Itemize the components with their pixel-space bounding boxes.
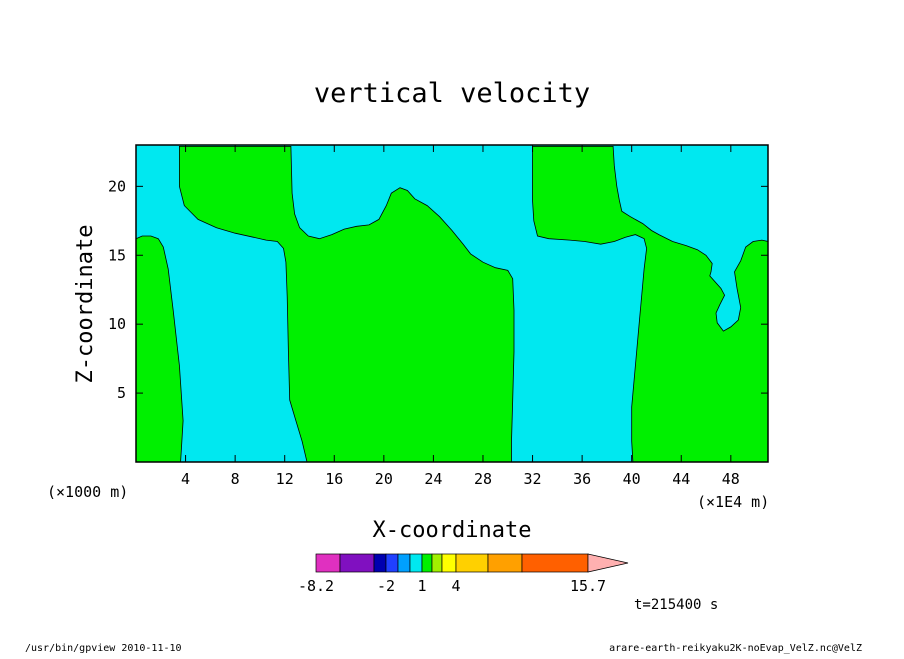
x-tick-label: 20 — [375, 470, 393, 488]
colorbar-swatch — [409, 553, 423, 573]
x-tick-label: 36 — [573, 470, 591, 488]
footer-right: arare-earth-reikyaku2K-noEvap_VelZ.nc@Ve… — [609, 643, 862, 654]
updraft-region-1 — [135, 235, 184, 463]
colorbar-swatch — [487, 553, 523, 573]
x-tick-label: 48 — [722, 470, 740, 488]
colorbar-swatch — [339, 553, 375, 573]
x-tick-label: 40 — [623, 470, 641, 488]
chart-title: vertical velocity — [314, 78, 590, 109]
colorbar-swatch — [385, 553, 399, 573]
x-tick-label: 16 — [325, 470, 343, 488]
colorbar-swatch — [315, 553, 341, 573]
x-tick-label: 44 — [672, 470, 690, 488]
colorbar-swatch — [441, 553, 457, 573]
colorbar-label: -8.2 — [298, 577, 334, 595]
colorbar-swatch — [431, 553, 443, 573]
x-tick-label: 24 — [424, 470, 442, 488]
colorbar-label: 4 — [451, 577, 460, 595]
updraft-region-2 — [179, 146, 515, 463]
x-tick-label: 12 — [276, 470, 294, 488]
y-axis-label: Z-coordinate — [73, 225, 98, 384]
x-tick-label: 8 — [231, 470, 240, 488]
x-tick-label: 32 — [524, 470, 542, 488]
y-tick-label: 10 — [108, 315, 126, 333]
x-unit-left: (×1000 m) — [47, 483, 128, 501]
colorbar-label: 15.7 — [570, 577, 606, 595]
colorbar-swatch — [397, 553, 411, 573]
x-axis-label: X-coordinate — [373, 518, 532, 543]
footer-left: /usr/bin/gpview 2010-11-10 — [25, 643, 182, 654]
y-tick-label: 15 — [108, 246, 126, 264]
colorbar-swatch — [373, 553, 387, 573]
time-label: t=215400 s — [634, 597, 718, 613]
plot-frame — [135, 144, 769, 463]
colorbar-label: 1 — [417, 577, 426, 595]
colorbar-swatch — [521, 553, 589, 573]
y-tick-label: 20 — [108, 177, 126, 195]
colorbar-arrow — [587, 553, 629, 573]
x-tick-label: 28 — [474, 470, 492, 488]
colorbar-swatch — [455, 553, 489, 573]
colorbar-label: -2 — [377, 577, 395, 595]
x-tick-label: 4 — [181, 470, 190, 488]
updraft-region-3 — [532, 146, 769, 463]
colorbar: -8.2 -2 1 4 15.7 — [298, 553, 629, 595]
colorbar-swatch — [421, 553, 433, 573]
y-tick-label: 5 — [117, 384, 126, 402]
x-unit-right: (×1E4 m) — [697, 493, 769, 511]
